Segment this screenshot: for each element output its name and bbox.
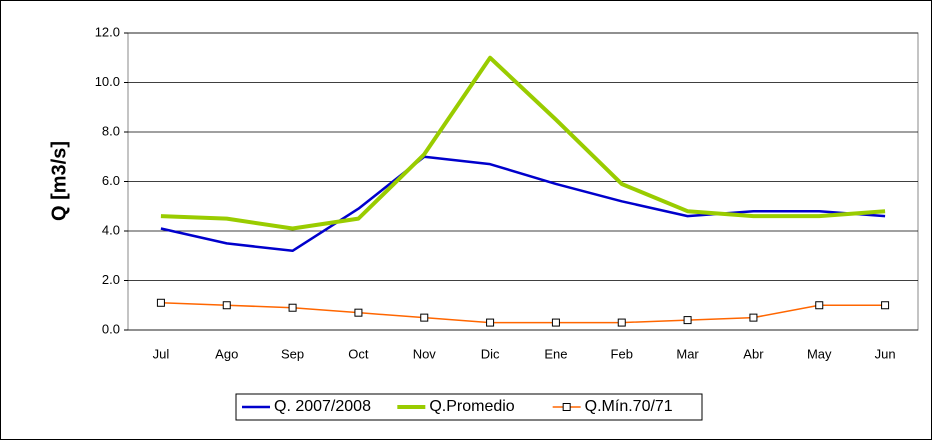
marker bbox=[617, 318, 626, 327]
marker bbox=[156, 298, 165, 307]
y-tick-label: 12.0 bbox=[95, 24, 120, 39]
y-tick-label: 8.0 bbox=[102, 123, 120, 138]
y-tick-label: 10.0 bbox=[95, 74, 120, 89]
series-line bbox=[160, 55, 886, 231]
marker bbox=[420, 313, 429, 322]
marker bbox=[354, 308, 363, 317]
y-tick-label: 4.0 bbox=[102, 222, 120, 237]
x-tick-label: Jun bbox=[875, 346, 896, 361]
x-tick-label: Abr bbox=[743, 346, 764, 361]
y-tick-label: 2.0 bbox=[102, 272, 120, 287]
x-tick-label: Dic bbox=[481, 346, 500, 361]
series-line bbox=[160, 155, 886, 253]
series-line bbox=[160, 302, 886, 324]
marker bbox=[288, 303, 297, 312]
x-tick-label: Mar bbox=[676, 346, 699, 361]
marker bbox=[486, 318, 495, 327]
marker bbox=[815, 301, 824, 310]
x-tick-label: Feb bbox=[611, 346, 633, 361]
marker bbox=[551, 318, 560, 327]
x-tick-label: Ago bbox=[215, 346, 238, 361]
marker bbox=[222, 301, 231, 310]
x-tick-label: Jul bbox=[153, 346, 170, 361]
marker bbox=[749, 313, 758, 322]
legend-label: Q.Promedio bbox=[429, 398, 514, 415]
legend-box bbox=[235, 393, 703, 421]
legend-label: Q.Mín.70/71 bbox=[585, 398, 673, 415]
x-tick-label: May bbox=[807, 346, 832, 361]
x-tick-label: Oct bbox=[348, 346, 369, 361]
y-tick-label: 6.0 bbox=[102, 173, 120, 188]
marker bbox=[683, 316, 692, 325]
x-tick-label: Ene bbox=[544, 346, 567, 361]
x-tick-label: Nov bbox=[413, 346, 437, 361]
x-tick-label: Sep bbox=[281, 346, 304, 361]
y-tick-label: 0.0 bbox=[102, 321, 120, 336]
marker bbox=[881, 301, 890, 310]
legend-label: Q. 2007/2008 bbox=[274, 398, 371, 415]
y-axis-title: Q [m3/s] bbox=[48, 141, 70, 221]
legend-marker bbox=[562, 403, 571, 411]
